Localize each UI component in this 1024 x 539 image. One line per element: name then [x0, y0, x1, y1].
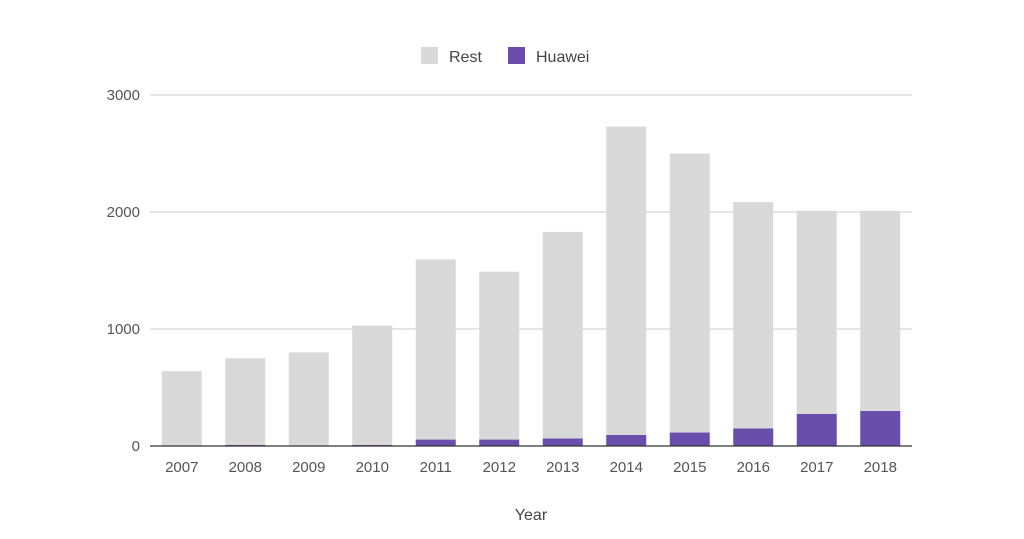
bar-huawei-2012 [479, 439, 520, 446]
bar-rest-2015 [669, 153, 710, 433]
bar-huawei-2011 [415, 439, 456, 446]
x-tick-label-2017: 2017 [800, 459, 833, 476]
bar-huawei-2015 [669, 432, 710, 446]
bar-huawei-2014 [606, 434, 647, 446]
x-tick-label-2013: 2013 [546, 459, 579, 476]
x-tick-label-2014: 2014 [610, 459, 643, 476]
bar-huawei-2018 [860, 410, 901, 446]
x-tick-label-2018: 2018 [864, 459, 897, 476]
x-tick-label-2015: 2015 [673, 459, 706, 476]
bar-rest-2007 [161, 371, 202, 446]
x-tick-label-2010: 2010 [356, 459, 389, 476]
bar-rest-2018 [860, 210, 901, 411]
grid-lines [150, 94, 912, 330]
x-tick-label-2008: 2008 [229, 459, 262, 476]
bar-rest-2016 [733, 202, 774, 429]
bar-rest-2009 [288, 352, 329, 446]
y-tick-label: 3000 [107, 87, 140, 104]
x-axis-title: Year [515, 507, 548, 524]
x-tick-label-2009: 2009 [292, 459, 325, 476]
bar-rest-2017 [796, 210, 837, 414]
x-tick-label-2011: 2011 [420, 459, 452, 476]
x-tick-label-2016: 2016 [737, 459, 770, 476]
x-tick-label-2007: 2007 [165, 459, 198, 476]
bar-rest-2011 [415, 259, 456, 440]
x-axis-ticks: 2007 2008 2009 2010 2011 2012 2013 2014 2015 2016… [165, 459, 897, 476]
y-tick-label: 2000 [107, 204, 140, 221]
bar-rest-2010 [352, 325, 393, 445]
bar-rest-2008 [225, 358, 266, 445]
bar-huawei-2013 [542, 438, 583, 446]
legend-swatch-huawei [508, 47, 525, 64]
bar-rest-2014 [606, 126, 647, 435]
legend-label-huawei: Huawei [536, 49, 589, 66]
legend: Rest Huawei [421, 47, 589, 66]
bar-rest-2012 [479, 271, 520, 440]
bar-rest-2013 [542, 231, 583, 439]
legend-label-rest: Rest [449, 49, 482, 66]
bars [161, 126, 901, 446]
bar-huawei-2017 [796, 413, 837, 446]
x-tick-label-2012: 2012 [483, 459, 516, 476]
bar-huawei-2016 [733, 428, 774, 446]
legend-swatch-rest [421, 47, 438, 64]
y-axis-ticks: 0 1000 2000 3000 [107, 87, 140, 455]
y-tick-label: 1000 [107, 321, 140, 338]
y-tick-label: 0 [132, 438, 140, 455]
